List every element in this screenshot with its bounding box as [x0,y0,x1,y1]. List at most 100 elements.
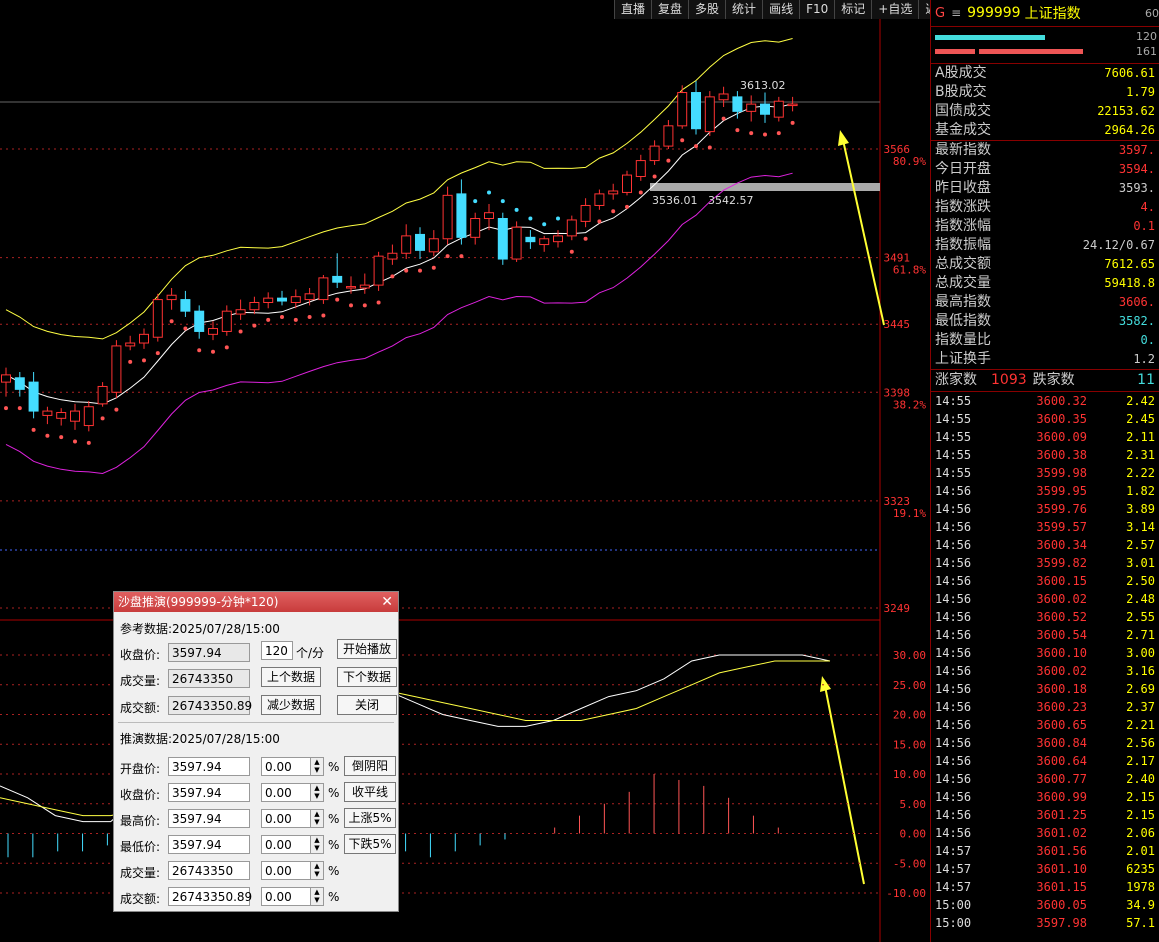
candle-body [677,92,688,127]
low-pct-spinner-icon[interactable]: ▲ ▼ [310,835,324,854]
rate-field[interactable]: 120 [261,641,293,660]
high-pct-spinner-icon[interactable]: ▲ ▼ [310,809,324,828]
toolbar-watchlist[interactable]: +自选 [871,0,919,19]
up5-button[interactable]: 上涨5% [344,808,396,828]
toolbar-multi[interactable]: 多股 [688,0,726,19]
toolbar-draw[interactable]: 画线 [762,0,800,19]
pointer-arrow [842,139,885,326]
candle-body [691,92,701,130]
tick-price: 3600.84 [1036,736,1087,750]
reduce-data-button[interactable]: 减少数据 [261,695,321,715]
top-toolbar: 直播 复盘 多股 统计 画线 F10 标记 +自选 返回 [614,0,956,19]
tick-price: 3600.38 [1036,448,1087,462]
tick-time: 15:00 [935,898,972,912]
low-label: 最低价: [120,840,161,854]
candle-body [194,310,205,332]
sar-dot [459,254,464,259]
toolbar-replay[interactable]: 复盘 [651,0,689,19]
tick-time: 14:56 [935,646,972,660]
tick-volume: 57.1 [1126,916,1155,930]
vol2-field[interactable]: 26743350 [168,861,250,880]
candle-body [497,218,508,260]
sar-dot [128,359,133,364]
candle-body [290,296,301,303]
tick-time: 14:56 [935,682,972,696]
low-pct-field[interactable]: 0.00 [261,835,311,854]
tick-price: 3600.02 [1036,664,1087,678]
quote-row: 指数振幅 24.12/0.67 [931,236,1159,255]
open-pct-spinner-icon[interactable]: ▲ ▼ [310,757,324,776]
sar-dot [362,303,367,308]
toolbar-f10[interactable]: F10 [799,0,835,19]
sar-dot [197,348,202,353]
sar-dot [583,236,588,241]
candle-body [180,299,191,312]
ref-close-field: 3597.94 [168,643,250,662]
sell-bar-a [935,49,975,54]
low-field[interactable]: 3597.94 [168,835,250,854]
open-pct-field[interactable]: 0.00 [261,757,311,776]
prev-data-button[interactable]: 上个数据 [261,667,321,687]
macd-axis-label: 30.00 [893,649,926,662]
tick-price: 3600.23 [1036,700,1087,714]
quote-row-label: 总成交额 [935,256,991,272]
sar-dot [293,317,298,322]
quote-row-value: 3582. [1118,314,1155,328]
toolbar-stats[interactable]: 统计 [725,0,763,19]
tick-volume: 1.82 [1126,484,1155,498]
tick-price: 3601.15 [1036,880,1087,894]
tick-volume: 2.37 [1126,700,1155,714]
dialog-title-bar[interactable]: 沙盘推演(999999-分钟*120) ✕ [114,592,398,612]
candle-body [97,385,108,405]
flat-button[interactable]: 收平线 [344,782,396,802]
open-label: 开盘价: [120,762,161,776]
toolbar-live[interactable]: 直播 [614,0,652,19]
vol-pct-field[interactable]: 0.00 [261,861,311,880]
sar-dot [155,351,160,356]
amt-pct-field[interactable]: 0.00 [261,887,311,906]
amt-pct-spinner-icon[interactable]: ▲ ▼ [310,887,324,906]
tick-row: 14:57 3601.15 1978 [931,878,1159,896]
quote-row-label: 最低指数 [935,313,991,329]
toolbar-mark[interactable]: 标记 [834,0,872,19]
down5-button[interactable]: 下跌5% [344,834,396,854]
tick-time: 14:56 [935,700,972,714]
close-icon[interactable]: ✕ [381,594,393,610]
tick-price: 3600.64 [1036,754,1087,768]
header-tail: 60 [1145,6,1159,20]
candle-body [539,238,550,246]
sar-dot [349,303,353,308]
close2-field[interactable]: 3597.94 [168,783,250,802]
start-play-button[interactable]: 开始播放 [337,639,397,659]
candle-body [166,294,177,301]
close-pct-field[interactable]: 0.00 [261,783,311,802]
tick-time: 14:56 [935,574,972,588]
index-name: 上证指数 [1024,6,1081,22]
macd-axis-label: -10.00 [886,887,926,900]
kline-chart[interactable]: 3566 3491 3445 3398 3323 3249 80.9% 61.8% 38.2% 1… [0,0,930,942]
tick-volume: 2.57 [1126,538,1155,552]
bollinger-upper [5,38,793,340]
candle-body [760,103,770,115]
group-icon[interactable]: G [935,5,946,21]
high-field[interactable]: 3597.94 [168,809,250,828]
price-axis-label: 3445 [884,318,911,331]
quote-row-value: 3606. [1118,295,1155,309]
high-pct-field[interactable]: 0.00 [261,809,311,828]
amt2-field[interactable]: 26743350.89 [168,887,252,906]
next-data-button[interactable]: 下个数据 [337,667,397,687]
vol-pct-spinner-icon[interactable]: ▲ ▼ [310,861,324,880]
tick-list[interactable]: 14:55 3600.32 2.42 14:55 3600.35 2.45 14:55 360… [931,392,1159,932]
sar-dot [252,323,257,328]
open-field[interactable]: 3597.94 [168,757,250,776]
tick-price: 3600.65 [1036,718,1087,732]
price-axis-label: 3249 [884,602,911,615]
vol2-label: 成交量: [120,866,161,880]
menu-icon[interactable]: ≡ [951,6,962,20]
reverse-button[interactable]: 倒阴阳 [344,756,396,776]
candle-body [221,310,232,332]
close-button[interactable]: 关闭 [337,695,397,715]
tick-volume: 2.69 [1126,682,1155,696]
candle-body [704,96,715,133]
close-pct-spinner-icon[interactable]: ▲ ▼ [310,783,324,802]
